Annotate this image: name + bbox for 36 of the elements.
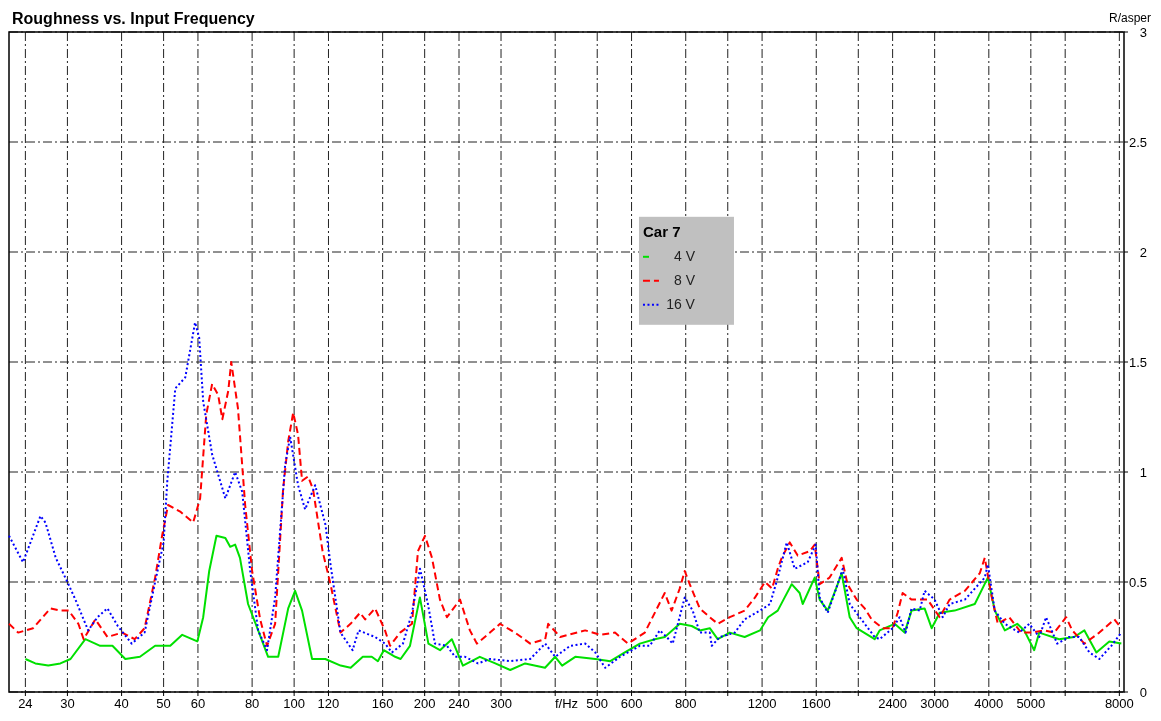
legend-label: 4 V: [673, 247, 696, 264]
x-tick-label: 24: [18, 696, 33, 711]
y-tick-label: 1.5: [1128, 354, 1147, 370]
x-tick-label: 4000: [974, 696, 1004, 711]
x-tick-label: 1600: [801, 696, 831, 711]
x-tick-label: 5000: [1016, 696, 1046, 711]
x-tick-label: 1200: [747, 696, 777, 711]
y-tick-label: 0.5: [1128, 574, 1147, 590]
x-axis-title: f/Hz: [554, 696, 579, 711]
x-tick-label: 2400: [878, 696, 908, 711]
x-tick-label: 600: [620, 696, 643, 711]
legend-label: 16 V: [666, 295, 696, 312]
x-tick-label: 80: [244, 696, 260, 711]
y-tick-label: 0: [1139, 684, 1147, 700]
x-tick-label: 240: [448, 696, 470, 711]
x-tick-label: 800: [674, 696, 697, 711]
chart-title: Roughness vs. Input Frequency: [12, 10, 255, 27]
x-tick-label: 40: [114, 696, 129, 711]
x-tick-label: 50: [156, 696, 171, 711]
x-tick-label: 60: [190, 696, 206, 711]
legend-title: Car 7: [642, 222, 681, 240]
y-axis-title: R/asper: [1108, 11, 1151, 25]
y-tick-label: 1: [1139, 464, 1147, 480]
y-tick-label: 2: [1139, 244, 1147, 260]
x-tick-label: 100: [283, 696, 305, 711]
x-tick-label: 8000: [1104, 696, 1134, 711]
y-tick-label: 3: [1139, 24, 1147, 40]
x-tick-label: 200: [413, 696, 436, 711]
x-tick-label: 30: [60, 696, 75, 711]
x-tick-label: 120: [317, 696, 340, 711]
legend-label: 8 V: [673, 271, 696, 288]
x-tick-label: 160: [371, 696, 394, 711]
x-tick-label: 300: [490, 696, 512, 711]
y-tick-label: 2.5: [1128, 134, 1147, 150]
x-tick-label: 500: [586, 696, 609, 711]
x-tick-label: 3000: [920, 696, 950, 711]
